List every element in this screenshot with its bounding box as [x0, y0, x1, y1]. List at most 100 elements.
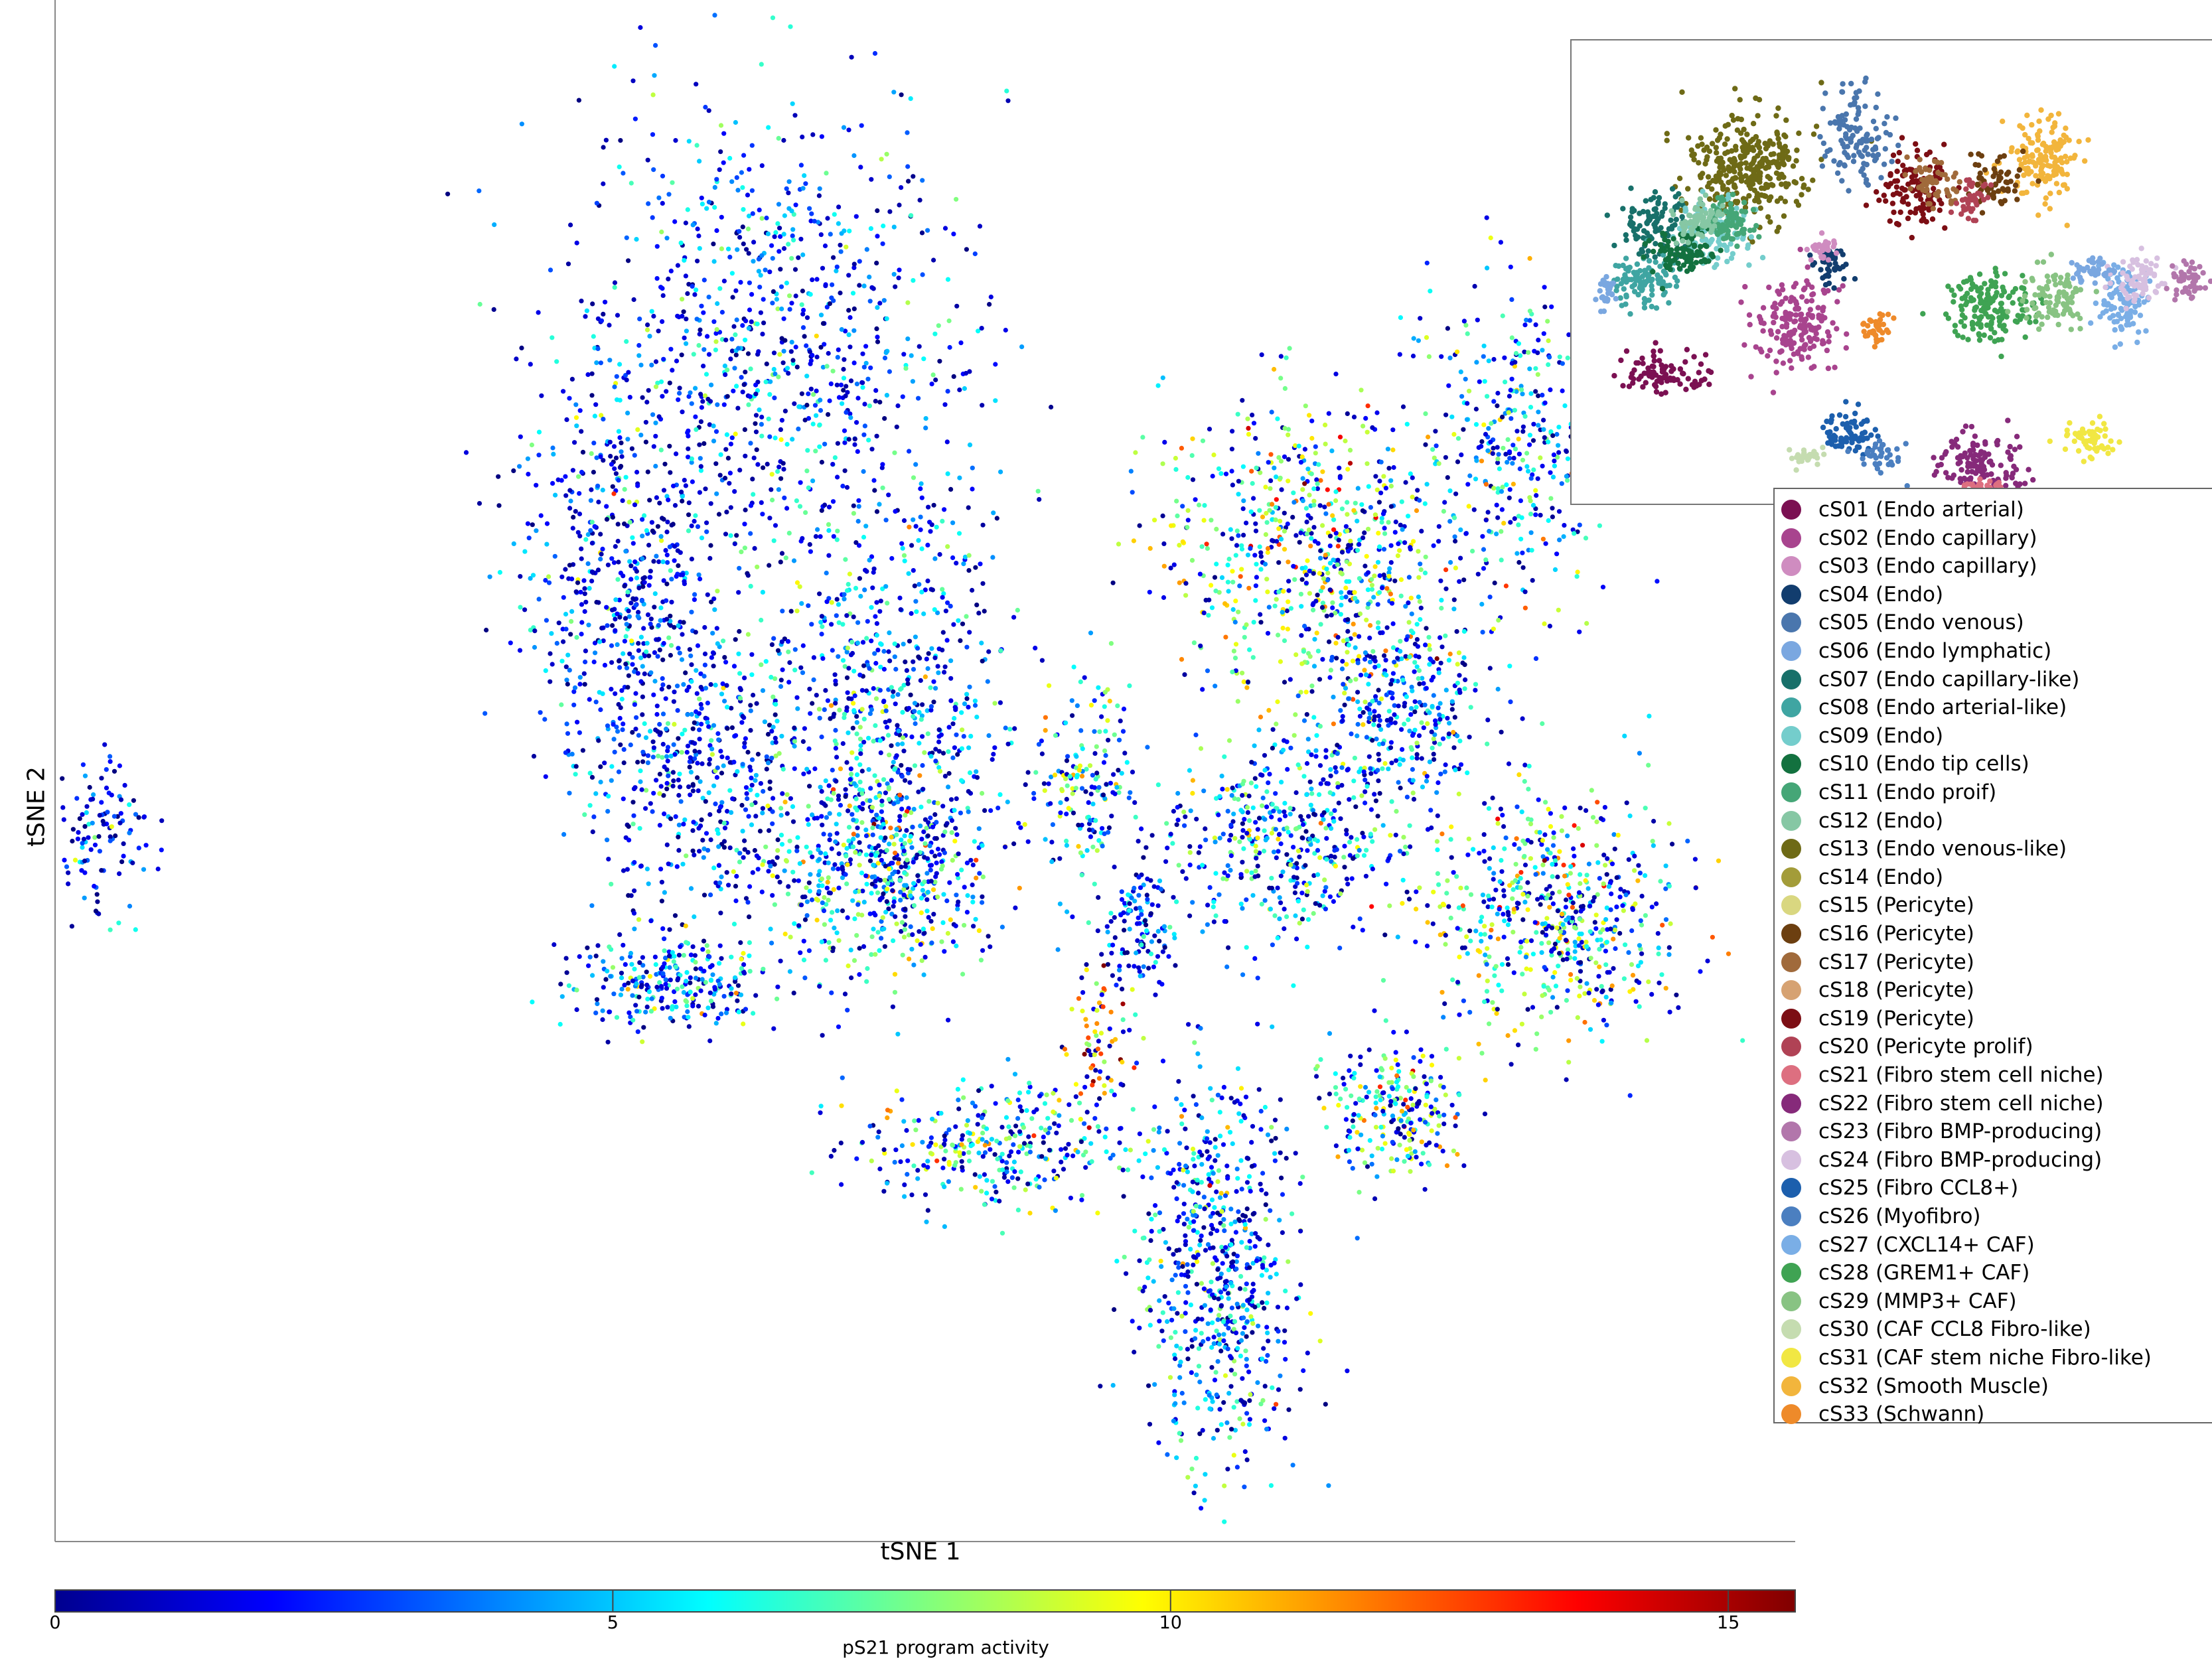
data-point	[735, 769, 740, 774]
data-point	[108, 838, 113, 843]
data-point	[1445, 475, 1450, 480]
data-point	[743, 453, 748, 459]
data-point	[1005, 741, 1011, 747]
data-point	[777, 226, 782, 231]
data-point	[1237, 839, 1242, 845]
data-point	[664, 842, 670, 847]
data-point	[747, 914, 752, 920]
data-point	[905, 130, 910, 135]
data-point	[778, 684, 784, 689]
data-point	[745, 900, 751, 905]
data-point	[587, 803, 593, 808]
data-point	[869, 638, 874, 644]
data-point	[708, 998, 714, 1003]
data-point	[1319, 605, 1325, 611]
data-point	[850, 291, 856, 296]
data-point	[868, 365, 873, 370]
data-point	[1161, 595, 1167, 601]
data-point	[530, 522, 535, 528]
data-point	[1273, 505, 1278, 510]
data-point	[954, 832, 960, 837]
data-point	[957, 387, 962, 393]
data-point	[861, 432, 867, 437]
data-point	[680, 984, 685, 989]
data-point	[664, 786, 670, 792]
data-point	[1069, 698, 1074, 703]
data-point	[672, 954, 677, 959]
data-point	[711, 439, 717, 444]
data-point	[792, 739, 797, 744]
data-point	[1510, 461, 1515, 466]
data-point	[826, 860, 831, 865]
data-point	[615, 397, 620, 402]
data-point	[897, 202, 902, 208]
data-point	[692, 756, 698, 761]
data-point	[892, 654, 897, 660]
data-point	[80, 845, 85, 850]
data-point	[742, 741, 747, 746]
data-point	[892, 989, 898, 995]
data-point	[1329, 448, 1335, 454]
data-point	[659, 229, 664, 235]
data-point	[851, 614, 856, 620]
data-point	[776, 751, 782, 756]
data-point	[628, 950, 634, 956]
data-point	[1064, 843, 1069, 848]
data-point	[669, 599, 674, 605]
data-point	[1076, 843, 1081, 849]
data-point	[1155, 903, 1161, 908]
data-point	[633, 691, 638, 696]
data-point	[1346, 543, 1351, 548]
data-point	[733, 733, 739, 738]
data-point	[901, 934, 907, 940]
data-point	[1250, 412, 1255, 418]
data-point	[634, 715, 639, 720]
data-point	[1084, 848, 1090, 853]
data-point	[891, 899, 897, 904]
data-point	[920, 734, 925, 739]
data-point	[851, 503, 856, 508]
data-point	[705, 592, 710, 597]
data-point	[962, 554, 968, 559]
data-point	[90, 820, 95, 826]
data-point	[1183, 581, 1189, 586]
data-point	[873, 696, 879, 701]
data-point	[831, 298, 836, 303]
data-point	[1325, 570, 1331, 576]
data-point	[869, 447, 875, 452]
data-point	[749, 143, 755, 148]
data-point	[1088, 834, 1093, 839]
data-point	[863, 852, 869, 857]
data-point	[863, 360, 869, 366]
data-point	[563, 493, 569, 498]
data-point	[719, 956, 724, 961]
data-point	[573, 772, 578, 777]
data-point	[1278, 518, 1283, 524]
data-point	[1475, 317, 1480, 323]
data-point	[755, 564, 760, 569]
data-point	[648, 616, 654, 622]
data-point	[883, 719, 888, 725]
data-point	[922, 674, 928, 680]
data-point	[710, 650, 716, 656]
data-point	[773, 676, 778, 682]
data-point	[1287, 346, 1292, 351]
data-point	[946, 784, 951, 790]
data-point	[1466, 504, 1471, 509]
data-point	[878, 750, 883, 755]
data-point	[890, 861, 895, 866]
data-point	[92, 842, 98, 847]
data-point	[1232, 619, 1238, 625]
data-point	[609, 764, 615, 769]
data-point	[805, 448, 810, 453]
data-point	[84, 804, 90, 809]
data-point	[911, 714, 916, 719]
data-point	[593, 699, 599, 705]
data-point	[774, 874, 780, 879]
data-point	[1260, 803, 1265, 808]
data-point	[817, 983, 822, 989]
data-point	[1396, 541, 1401, 547]
data-point	[763, 379, 769, 385]
data-point	[638, 362, 644, 368]
data-point	[552, 942, 557, 948]
